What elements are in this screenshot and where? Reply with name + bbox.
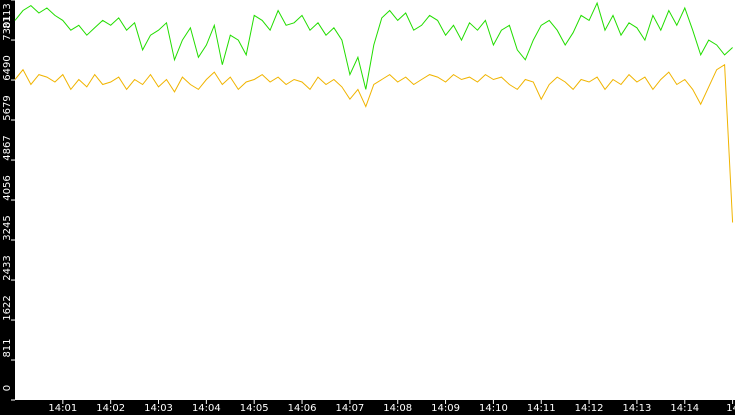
x-tick-label: 14:12 (575, 403, 604, 414)
y-tick-label: 2433 (2, 255, 13, 280)
y-tick-label: 7301 (2, 15, 13, 40)
x-axis-strip (0, 400, 735, 415)
y-tick-label: 0 (2, 385, 13, 391)
x-tick-label: 14:01 (48, 403, 77, 414)
x-tick-label: 14:02 (96, 403, 125, 414)
series-line (14, 63, 734, 223)
y-tick-label: 4056 (2, 175, 13, 200)
y-tick-label: 3245 (2, 215, 13, 240)
y-axis-strip (0, 0, 15, 415)
series-line (14, 1, 733, 90)
y-tick-label: 5679 (2, 95, 13, 120)
x-tick-label: 14:06 (288, 403, 317, 414)
y-tick-label: 811 (2, 338, 13, 357)
x-tick-label: 14:10 (479, 403, 508, 414)
x-tick-label: 14:08 (383, 403, 412, 414)
x-tick-label: 14:04 (192, 403, 221, 414)
x-tick-label: 14:07 (335, 403, 364, 414)
y-tick-label: 4867 (2, 135, 13, 160)
y-tick-label: 6490 (2, 55, 13, 80)
x-tick-label: 14:09 (431, 403, 460, 414)
x-tick-label: 14:03 (144, 403, 173, 414)
y-tick-label: 1622 (2, 295, 13, 320)
x-tick-label: 14:11 (527, 403, 556, 414)
x-tick-label: 14:05 (240, 403, 269, 414)
x-tick-label: 14:14 (670, 403, 699, 414)
y-tick-label: 8113 (2, 3, 13, 28)
x-tick-label: 14 (726, 403, 735, 414)
x-tick-label: 14:13 (623, 403, 652, 414)
